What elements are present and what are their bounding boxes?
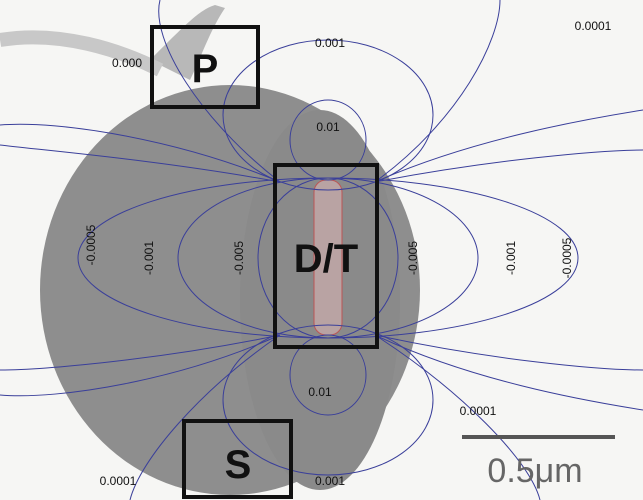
contour-label: -0.0005 [560, 237, 574, 278]
box-label: D/T [294, 237, 358, 281]
box-label: P [192, 47, 219, 91]
contour-label: 0.0001 [460, 404, 497, 418]
contour-label: -0.001 [142, 241, 156, 275]
contour-label: 0.01 [316, 120, 340, 134]
contour-label: -0.0005 [84, 224, 98, 265]
figure: 0.001 0.0001 0.000 0.01 -0.0005 -0.001 -0.005 -… [0, 0, 643, 500]
contour-label: -0.005 [232, 241, 246, 275]
contour-label: 0.000 [112, 56, 142, 70]
contour-label: 0.001 [315, 474, 345, 488]
contour-label: -0.005 [406, 241, 420, 275]
scale-label: 0.5μm [487, 452, 582, 490]
box-label: S [225, 443, 252, 487]
contour-label: 0.01 [308, 385, 332, 399]
contour-label: 0.0001 [575, 19, 612, 33]
contour-label: 0.0001 [100, 474, 137, 488]
contour-label: -0.001 [504, 241, 518, 275]
contour-label: 0.001 [315, 36, 345, 50]
